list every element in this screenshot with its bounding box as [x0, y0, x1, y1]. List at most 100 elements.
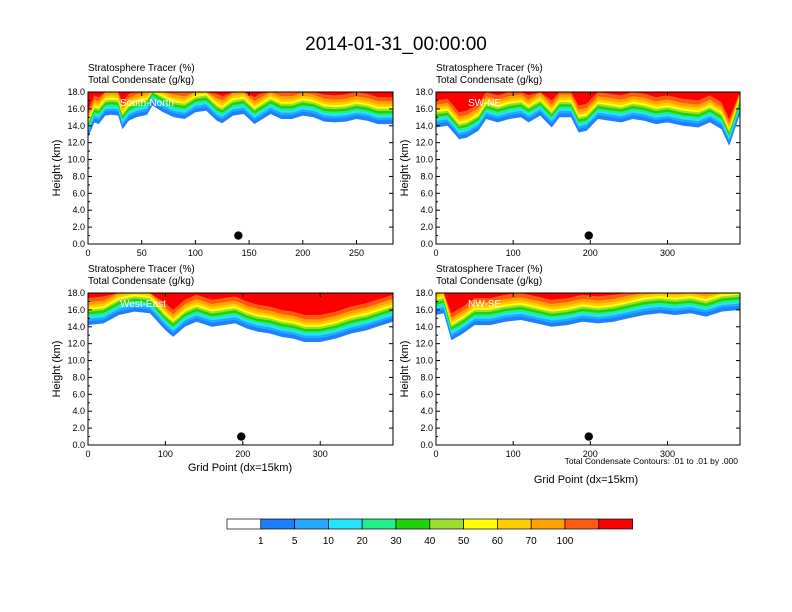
tracer-layer — [88, 293, 393, 315]
colorbar-label: 5 — [292, 536, 298, 547]
tracer-layer — [88, 92, 393, 115]
x-tick-label: 100 — [158, 449, 173, 459]
panel-south-north: Stratosphere Tracer (%)Total Condensate … — [51, 63, 394, 258]
y-tick-label: 6.0 — [72, 188, 85, 198]
y-tick-label: 2.0 — [420, 423, 433, 433]
panel-title-line2: Total Condensate (g/kg) — [88, 276, 194, 287]
location-marker — [584, 432, 593, 441]
y-axis-label: Height (km) — [51, 140, 63, 197]
y-tick-label: 2.0 — [72, 423, 85, 433]
panel-title-line1: Stratosphere Tracer (%) — [436, 264, 543, 275]
tracer-layer — [436, 92, 740, 127]
x-tick-label: 50 — [137, 248, 147, 258]
y-tick-label: 16.0 — [415, 104, 433, 114]
y-tick-label: 0.0 — [420, 239, 433, 249]
section-label: NW-SE — [468, 299, 501, 310]
panel-west-east: Stratosphere Tracer (%)Total Condensate … — [51, 264, 394, 459]
colorbar-label: 10 — [323, 536, 335, 547]
colorbar: 1 5 10 20 30 40 50 60 70 100 — [226, 518, 633, 547]
colorbar-box — [361, 518, 397, 530]
colorbar-label: 20 — [357, 536, 369, 547]
panel-title-line1: Stratosphere Tracer (%) — [436, 63, 543, 74]
y-tick-label: 8.0 — [72, 372, 85, 382]
y-tick-label: 14.0 — [67, 121, 85, 131]
x-tick-label: 200 — [235, 449, 250, 459]
colorbar-label: 30 — [390, 536, 402, 547]
y-tick-label: 6.0 — [420, 389, 433, 399]
x-tick-label: 0 — [433, 248, 438, 258]
x-tick-label: 100 — [506, 449, 521, 459]
y-tick-label: 10.0 — [415, 155, 433, 165]
y-tick-label: 4.0 — [420, 205, 433, 215]
x-tick-label: 0 — [85, 449, 90, 459]
panels: Stratosphere Tracer (%)Total Condensate … — [51, 63, 741, 459]
y-tick-label: 18.0 — [67, 288, 85, 298]
section-label: SW-NE — [468, 98, 501, 109]
x-tick-label: 200 — [295, 248, 310, 258]
x-tick-label: 200 — [583, 449, 598, 459]
y-tick-label: 6.0 — [420, 188, 433, 198]
y-tick-label: 18.0 — [67, 87, 85, 97]
panel-title-line2: Total Condensate (g/kg) — [88, 75, 194, 86]
y-tick-label: 12.0 — [415, 339, 433, 349]
colorbar-box — [395, 518, 431, 530]
location-marker — [234, 231, 243, 240]
colorbar-box — [328, 518, 363, 530]
y-tick-label: 10.0 — [67, 155, 85, 165]
y-tick-label: 0.0 — [72, 239, 85, 249]
panel-title-line1: Stratosphere Tracer (%) — [88, 264, 195, 275]
y-tick-label: 0.0 — [72, 440, 85, 450]
y-tick-label: 14.0 — [415, 322, 433, 332]
y-tick-label: 14.0 — [67, 322, 85, 332]
colorbar-box — [429, 518, 464, 530]
y-tick-label: 16.0 — [67, 104, 85, 114]
tracer-field — [88, 92, 393, 138]
panel-nw-se: Stratosphere Tracer (%)Total Condensate … — [399, 264, 741, 459]
panel-title-line2: Total Condensate (g/kg) — [436, 276, 542, 287]
x-tick-label: 150 — [242, 248, 257, 258]
y-tick-label: 16.0 — [67, 305, 85, 315]
y-tick-label: 8.0 — [72, 171, 85, 181]
x-axis-label-right: Grid Point (dx=15km) — [534, 474, 638, 486]
y-tick-label: 14.0 — [415, 121, 433, 131]
colorbar-box — [226, 518, 262, 530]
x-tick-label: 300 — [660, 248, 675, 258]
colorbar-label: 40 — [424, 536, 436, 547]
y-tick-label: 2.0 — [72, 222, 85, 232]
y-tick-label: 6.0 — [72, 389, 85, 399]
panel-title-line1: Stratosphere Tracer (%) — [88, 63, 195, 74]
y-axis-label: Height (km) — [51, 341, 63, 398]
y-tick-label: 8.0 — [420, 171, 433, 181]
x-tick-label: 0 — [85, 248, 90, 258]
contour-note: Total Condensate Contours: .01 to .01 by… — [565, 456, 739, 466]
tracer-layer — [436, 92, 740, 119]
colorbar-label: 100 — [557, 536, 574, 547]
tracer-field — [436, 92, 740, 146]
y-tick-label: 12.0 — [67, 138, 85, 148]
y-tick-label: 4.0 — [420, 406, 433, 416]
colorbar-box — [497, 518, 532, 530]
y-tick-label: 4.0 — [72, 205, 85, 215]
y-tick-label: 16.0 — [415, 305, 433, 315]
colorbar-box — [564, 518, 600, 530]
x-tick-label: 0 — [433, 449, 438, 459]
location-marker — [584, 231, 593, 240]
location-marker — [237, 432, 246, 441]
x-tick-label: 300 — [660, 449, 675, 459]
colorbar-label: 70 — [526, 536, 538, 547]
colorbar-box — [260, 518, 295, 530]
y-tick-label: 0.0 — [420, 440, 433, 450]
y-tick-label: 4.0 — [72, 406, 85, 416]
y-tick-label: 18.0 — [415, 87, 433, 97]
colorbar-label: 50 — [458, 536, 470, 547]
section-label: South-North — [120, 98, 174, 109]
y-tick-label: 10.0 — [67, 356, 85, 366]
colorbar-box — [530, 518, 566, 530]
x-axis-label-left: Grid Point (dx=15km) — [188, 462, 292, 474]
tracer-field — [436, 293, 740, 341]
panel-sw-ne: Stratosphere Tracer (%)Total Condensate … — [399, 63, 741, 258]
colorbar-box — [598, 518, 633, 530]
tracer-layer — [88, 92, 393, 121]
tracer-layer — [436, 293, 740, 321]
